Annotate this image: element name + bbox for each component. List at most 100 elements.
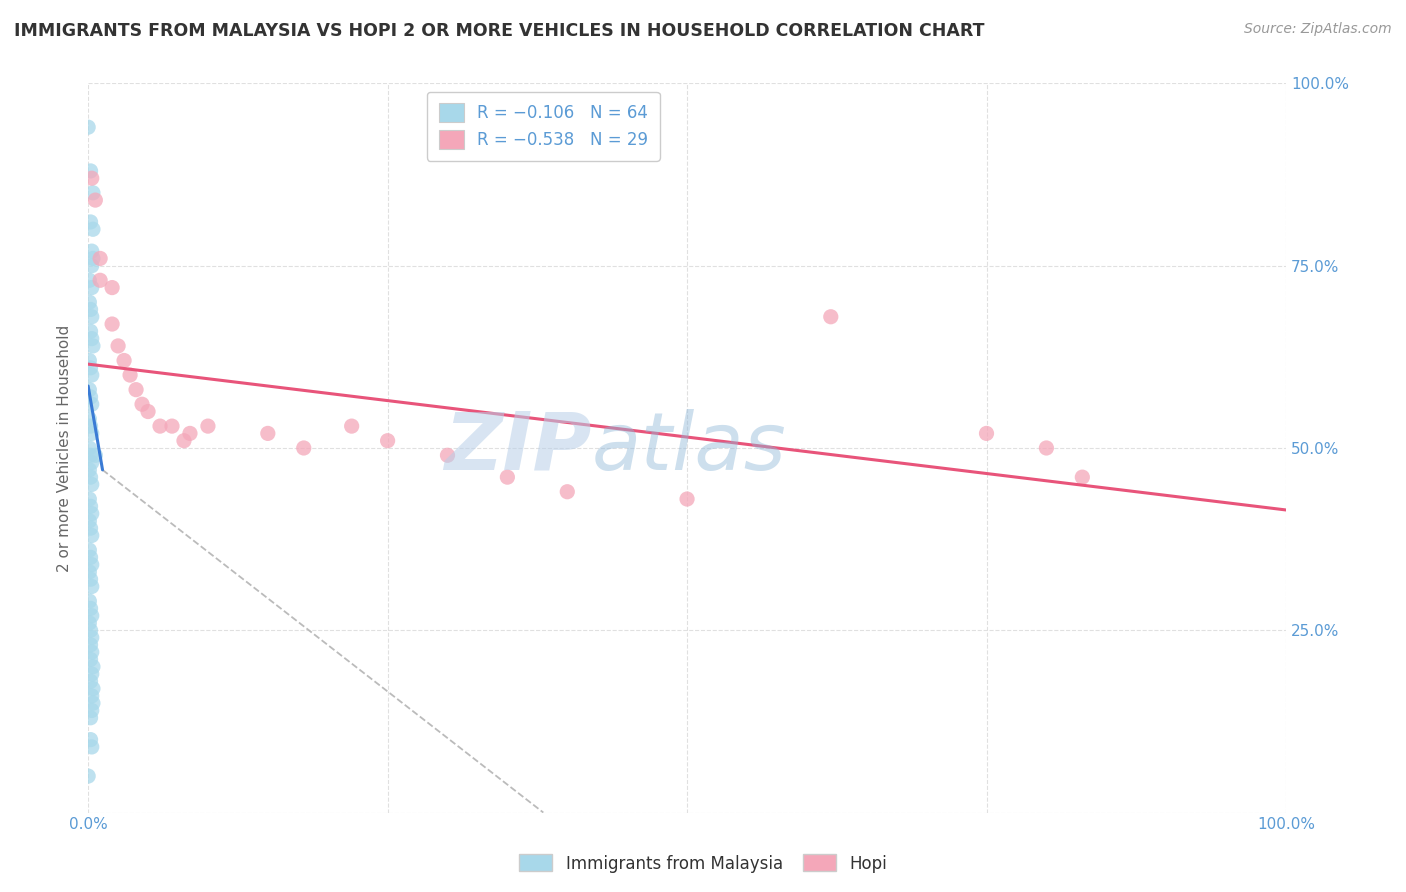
- Point: [292, 441, 315, 455]
- Point: [79, 324, 101, 338]
- Point: [79, 491, 101, 506]
- Point: [107, 339, 129, 353]
- Point: [256, 426, 278, 441]
- Point: [79, 594, 101, 608]
- Point: [89, 273, 111, 287]
- Point: [89, 252, 111, 266]
- Point: [80, 703, 103, 717]
- Point: [79, 164, 101, 178]
- Point: [82, 659, 104, 673]
- Point: [79, 470, 101, 484]
- Point: [149, 419, 172, 434]
- Text: atlas: atlas: [592, 409, 786, 487]
- Point: [79, 615, 101, 630]
- Point: [80, 528, 103, 542]
- Point: [84, 448, 107, 462]
- Point: [79, 360, 101, 375]
- Point: [1035, 441, 1057, 455]
- Point: [79, 419, 101, 434]
- Point: [80, 477, 103, 491]
- Point: [80, 456, 103, 470]
- Point: [79, 638, 101, 652]
- Point: [79, 215, 101, 229]
- Point: [340, 419, 363, 434]
- Point: [82, 696, 104, 710]
- Point: [820, 310, 842, 324]
- Point: [82, 222, 104, 236]
- Point: [79, 572, 101, 586]
- Point: [80, 280, 103, 294]
- Point: [79, 302, 101, 317]
- Point: [80, 507, 103, 521]
- Point: [79, 711, 101, 725]
- Point: [80, 580, 103, 594]
- Point: [80, 558, 103, 572]
- Point: [80, 244, 103, 259]
- Point: [77, 769, 100, 783]
- Point: [80, 739, 103, 754]
- Point: [676, 491, 699, 506]
- Point: [80, 645, 103, 659]
- Point: [136, 404, 159, 418]
- Legend: R = −0.106   N = 64, R = −0.538   N = 29: R = −0.106 N = 64, R = −0.538 N = 29: [427, 92, 659, 161]
- Point: [131, 397, 153, 411]
- Point: [80, 608, 103, 623]
- Point: [79, 674, 101, 689]
- Point: [80, 368, 103, 382]
- Point: [79, 295, 101, 310]
- Y-axis label: 2 or more Vehicles in Household: 2 or more Vehicles in Household: [58, 325, 72, 572]
- Point: [79, 565, 101, 579]
- Point: [79, 601, 101, 615]
- Point: [79, 383, 101, 397]
- Point: [80, 332, 103, 346]
- Text: IMMIGRANTS FROM MALAYSIA VS HOPI 2 OR MORE VEHICLES IN HOUSEHOLD CORRELATION CHA: IMMIGRANTS FROM MALAYSIA VS HOPI 2 OR MO…: [14, 22, 984, 40]
- Point: [80, 171, 103, 186]
- Point: [79, 543, 101, 558]
- Point: [173, 434, 195, 448]
- Point: [101, 317, 124, 331]
- Point: [79, 732, 101, 747]
- Point: [436, 448, 458, 462]
- Point: [976, 426, 998, 441]
- Point: [79, 652, 101, 666]
- Point: [377, 434, 399, 448]
- Point: [79, 273, 101, 287]
- Point: [79, 353, 101, 368]
- Point: [82, 681, 104, 696]
- Point: [80, 689, 103, 703]
- Point: [79, 448, 101, 462]
- Point: [80, 310, 103, 324]
- Point: [79, 390, 101, 404]
- Legend: Immigrants from Malaysia, Hopi: Immigrants from Malaysia, Hopi: [512, 847, 894, 880]
- Point: [125, 383, 148, 397]
- Point: [82, 339, 104, 353]
- Point: [82, 252, 104, 266]
- Point: [112, 353, 135, 368]
- Point: [77, 120, 100, 135]
- Point: [79, 550, 101, 565]
- Point: [79, 521, 101, 535]
- Point: [79, 624, 101, 638]
- Point: [80, 259, 103, 273]
- Point: [79, 514, 101, 528]
- Text: ZIP: ZIP: [444, 409, 592, 487]
- Point: [80, 426, 103, 441]
- Point: [84, 193, 107, 207]
- Point: [79, 500, 101, 514]
- Point: [197, 419, 219, 434]
- Point: [80, 667, 103, 681]
- Point: [555, 484, 578, 499]
- Point: [101, 280, 124, 294]
- Point: [80, 631, 103, 645]
- Point: [80, 397, 103, 411]
- Point: [120, 368, 142, 382]
- Point: [79, 441, 101, 455]
- Point: [496, 470, 519, 484]
- Text: Source: ZipAtlas.com: Source: ZipAtlas.com: [1244, 22, 1392, 37]
- Point: [1071, 470, 1094, 484]
- Point: [160, 419, 183, 434]
- Point: [179, 426, 201, 441]
- Point: [82, 186, 104, 200]
- Point: [79, 463, 101, 477]
- Point: [79, 412, 101, 426]
